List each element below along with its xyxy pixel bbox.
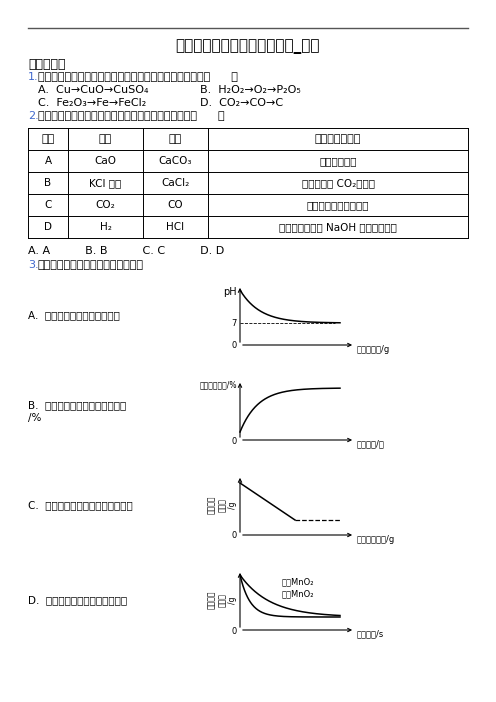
- Text: 一、选择题: 一、选择题: [28, 58, 65, 70]
- Text: 2.: 2.: [28, 111, 39, 121]
- Text: CO: CO: [168, 200, 184, 210]
- Text: 0: 0: [232, 341, 237, 350]
- Text: B.  浓硫酸敞口放置一段时间分数: B. 浓硫酸敞口放置一段时间分数: [28, 400, 126, 410]
- Text: HCl: HCl: [167, 222, 185, 232]
- Text: 物质: 物质: [99, 134, 112, 144]
- Text: 通过足量的灼热氧化铜: 通过足量的灼热氧化铜: [307, 200, 369, 210]
- Text: A.  向氢氧化钠溶液中加水稀释: A. 向氢氧化钠溶液中加水稀释: [28, 310, 120, 320]
- Text: CO₂: CO₂: [96, 200, 116, 210]
- Text: 反应时间/s: 反应时间/s: [357, 630, 384, 639]
- Text: A. A          B. B          C. C          D. D: A. A B. B C. C D. D: [28, 246, 224, 256]
- Text: A: A: [45, 156, 52, 166]
- Text: 0: 0: [232, 626, 237, 635]
- Text: 0: 0: [232, 531, 237, 541]
- Text: 除去物质中的少量杂质，下列方法不能达到目的的是（      ）: 除去物质中的少量杂质，下列方法不能达到目的的是（ ）: [38, 111, 225, 121]
- Text: 0: 0: [232, 437, 237, 446]
- Text: 下列图像能正确反映其对应关系的是: 下列图像能正确反映其对应关系的是: [38, 260, 144, 270]
- Text: 选项: 选项: [41, 134, 55, 144]
- Text: CaCl₂: CaCl₂: [161, 178, 189, 188]
- Text: H₂: H₂: [100, 222, 112, 232]
- Text: 除去杂质的方法: 除去杂质的方法: [315, 134, 361, 144]
- Text: 不加MnO₂: 不加MnO₂: [282, 590, 314, 599]
- Text: 通入足量的 CO₂，过滤: 通入足量的 CO₂，过滤: [302, 178, 374, 188]
- Text: 依次通过足量的 NaOH 溶液和浓硫酸: 依次通过足量的 NaOH 溶液和浓硫酸: [279, 222, 397, 232]
- Text: 下列各组内物质间的转化关系中，存在不能一步转化的是（      ）: 下列各组内物质间的转化关系中，存在不能一步转化的是（ ）: [38, 72, 238, 82]
- Text: 产生氧气
的质量
/g: 产生氧气 的质量 /g: [207, 591, 237, 609]
- Text: 3.: 3.: [28, 260, 39, 270]
- Text: /%: /%: [28, 413, 41, 423]
- Text: 加水的质量/g: 加水的质量/g: [357, 345, 390, 354]
- Text: 高温充分煅烧: 高温充分煅烧: [319, 156, 357, 166]
- Text: 放置时间/天: 放置时间/天: [357, 439, 385, 449]
- Text: 新高一入学分班考试化学模拟_图文: 新高一入学分班考试化学模拟_图文: [176, 39, 320, 55]
- Text: 溶液质量分数/%: 溶液质量分数/%: [199, 380, 237, 389]
- Text: KCl 溶液: KCl 溶液: [89, 178, 122, 188]
- Text: C.  Fe₂O₃→Fe→FeCl₂: C. Fe₂O₃→Fe→FeCl₂: [38, 98, 146, 108]
- Text: 1.: 1.: [28, 72, 39, 82]
- Text: 7: 7: [232, 319, 237, 328]
- Text: A.  Cu→CuO→CuSO₄: A. Cu→CuO→CuSO₄: [38, 85, 148, 95]
- Text: 生石灰的质量/g: 生石灰的质量/g: [357, 534, 395, 543]
- Text: 杂质: 杂质: [169, 134, 182, 144]
- Text: D.  催化剂对过氧化氢分解的影响: D. 催化剂对过氧化氢分解的影响: [28, 595, 127, 605]
- Text: 加入MnO₂: 加入MnO₂: [282, 578, 314, 586]
- Text: D.  CO₂→CO→C: D. CO₂→CO→C: [200, 98, 283, 108]
- Text: 溶液中溶
质质量
/g: 溶液中溶 质质量 /g: [207, 496, 237, 515]
- Text: C: C: [44, 200, 52, 210]
- Text: C.  向饱和石灰水中加入少量生石灰: C. 向饱和石灰水中加入少量生石灰: [28, 500, 133, 510]
- Text: pH: pH: [223, 287, 237, 297]
- Text: D: D: [44, 222, 52, 232]
- Text: B.  H₂O₂→O₂→P₂O₅: B. H₂O₂→O₂→P₂O₅: [200, 85, 301, 95]
- Text: B: B: [45, 178, 52, 188]
- Text: CaO: CaO: [95, 156, 117, 166]
- Text: CaCO₃: CaCO₃: [159, 156, 192, 166]
